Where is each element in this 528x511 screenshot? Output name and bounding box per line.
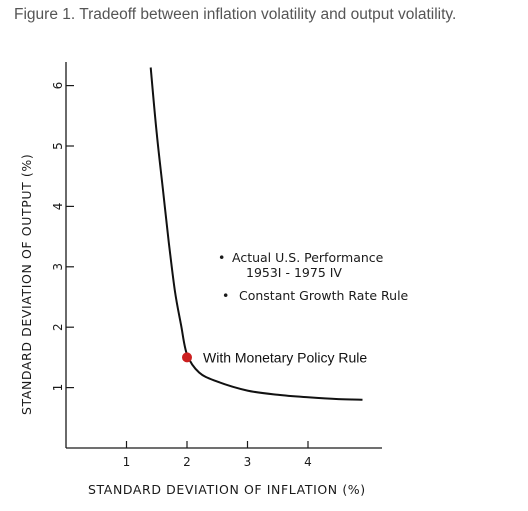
figure-title: Figure 1. Tradeoff between inflation vol… xyxy=(14,6,457,23)
y-tick-label-4: 4 xyxy=(51,203,65,211)
x-tick-label-4: 4 xyxy=(304,455,312,469)
y-tick-label-2: 2 xyxy=(51,323,65,331)
y-axis-ticks: 1 2 3 4 5 6 xyxy=(51,82,74,392)
y-axis-label: STANDARD DEVIATION OF OUTPUT (%) xyxy=(19,154,34,415)
actual-performance-period: 1953I - 1975 IV xyxy=(246,265,342,280)
x-tick-label-3: 3 xyxy=(244,455,252,469)
y-tick-label-3: 3 xyxy=(51,263,65,271)
monetary-policy-rule-point xyxy=(182,352,192,363)
actual-performance-label: Actual U.S. Performance xyxy=(232,250,384,265)
constant-growth-label: Constant Growth Rate Rule xyxy=(239,288,409,303)
constant-growth-bullet: • xyxy=(222,288,229,303)
y-tick-label-5: 5 xyxy=(51,142,65,150)
x-tick-label-2: 2 xyxy=(183,455,191,469)
x-tick-label-1: 1 xyxy=(123,455,131,469)
y-tick-label-1: 1 xyxy=(51,384,65,392)
tradeoff-curve xyxy=(149,67,363,401)
monetary-policy-rule-label: With Monetary Policy Rule xyxy=(203,349,367,365)
y-tick-label-6: 6 xyxy=(51,82,65,90)
actual-performance-bullet: • xyxy=(218,250,225,265)
x-axis-ticks: 1 2 3 4 xyxy=(123,441,312,469)
x-axis-label: STANDARD DEVIATION OF INFLATION (%) xyxy=(88,482,366,497)
